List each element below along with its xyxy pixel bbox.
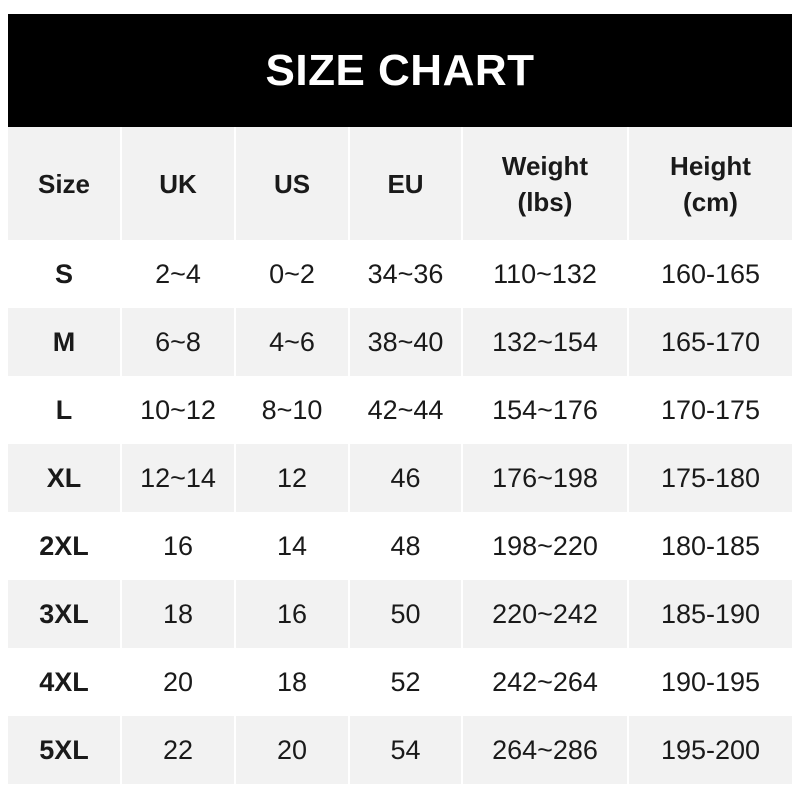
table-row: S 2~4 0~2 34~36 110~132 160-165 <box>8 240 792 308</box>
table-cell: 12~14 <box>120 444 235 512</box>
column-header: UK <box>120 127 235 240</box>
table-row: M 6~8 4~6 38~40 132~154 165-170 <box>8 308 792 376</box>
table-cell: 176~198 <box>461 444 628 512</box>
column-header: US <box>234 127 349 240</box>
table-cell: 0~2 <box>234 240 349 308</box>
table-cell: 54 <box>348 716 462 784</box>
table-cell: 195-200 <box>627 716 792 784</box>
table-cell: 6~8 <box>120 308 235 376</box>
table-cell: 22 <box>120 716 235 784</box>
column-header: EU <box>348 127 462 240</box>
table-cell: 8~10 <box>234 376 349 444</box>
size-label: XL <box>8 444 121 512</box>
table-cell: 18 <box>120 580 235 648</box>
column-header: Size <box>8 127 121 240</box>
table-cell: 42~44 <box>348 376 462 444</box>
table-row: 3XL 18 16 50 220~242 185-190 <box>8 580 792 648</box>
table-cell: 18 <box>234 648 349 716</box>
size-label: L <box>8 376 121 444</box>
column-header-line: EU <box>387 168 424 199</box>
table-cell: 180-185 <box>627 512 792 580</box>
table-cell: 154~176 <box>461 376 628 444</box>
table-cell: 132~154 <box>461 308 628 376</box>
table-cell: 198~220 <box>461 512 628 580</box>
column-header-unit: (cm) <box>683 186 738 217</box>
table-cell: 165-170 <box>627 308 792 376</box>
table-cell: 185-190 <box>627 580 792 648</box>
table-cell: 16 <box>234 580 349 648</box>
column-header-line: Height <box>670 150 751 181</box>
table-cell: 34~36 <box>348 240 462 308</box>
table-cell: 242~264 <box>461 648 628 716</box>
column-header-line: Weight <box>501 150 589 181</box>
column-header: Height (cm) <box>627 127 792 240</box>
table-cell: 2~4 <box>120 240 235 308</box>
table-row: 4XL 20 18 52 242~264 190-195 <box>8 648 792 716</box>
table-cell: 220~242 <box>461 580 628 648</box>
table-cell: 48 <box>348 512 462 580</box>
table-cell: 16 <box>120 512 235 580</box>
table-row: 5XL 22 20 54 264~286 195-200 <box>8 716 792 784</box>
table-cell: 190-195 <box>627 648 792 716</box>
size-label: 5XL <box>8 716 121 784</box>
size-label: M <box>8 308 121 376</box>
size-chart-title: SIZE CHART <box>8 14 792 127</box>
column-header-line: US <box>273 168 311 199</box>
column-header-line: UK <box>159 168 197 199</box>
table-cell: 38~40 <box>348 308 462 376</box>
table-cell: 52 <box>348 648 462 716</box>
table-cell: 4~6 <box>234 308 349 376</box>
table-cell: 175-180 <box>627 444 792 512</box>
table-row: L 10~12 8~10 42~44 154~176 170-175 <box>8 376 792 444</box>
table-cell: 50 <box>348 580 462 648</box>
size-label: 4XL <box>8 648 121 716</box>
table-cell: 46 <box>348 444 462 512</box>
column-header-line: Size <box>37 168 91 199</box>
column-header: Weight (lbs) <box>461 127 628 240</box>
table-row: 2XL 16 14 48 198~220 180-185 <box>8 512 792 580</box>
table-cell: 10~12 <box>120 376 235 444</box>
table-cell: 110~132 <box>461 240 628 308</box>
table-cell: 12 <box>234 444 349 512</box>
table-row: XL 12~14 12 46 176~198 175-180 <box>8 444 792 512</box>
table-cell: 264~286 <box>461 716 628 784</box>
table-cell: 20 <box>234 716 349 784</box>
size-label: S <box>8 240 121 308</box>
table-cell: 20 <box>120 648 235 716</box>
size-label: 2XL <box>8 512 121 580</box>
column-header-unit: (lbs) <box>517 186 573 217</box>
table-cell: 160-165 <box>627 240 792 308</box>
table-cell: 170-175 <box>627 376 792 444</box>
size-table: Size UK US EU Weight (lbs) Height (cm) S 2~4 0~2 3… <box>8 127 792 784</box>
size-label: 3XL <box>8 580 121 648</box>
table-cell: 14 <box>234 512 349 580</box>
header-row: Size UK US EU Weight (lbs) Height (cm) <box>8 127 792 240</box>
